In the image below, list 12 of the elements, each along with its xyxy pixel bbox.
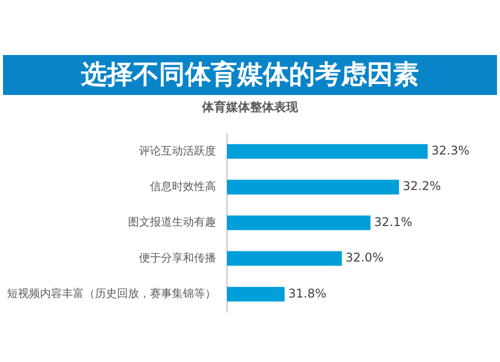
chart-title: 选择不同体育媒体的考虑因素 bbox=[3, 55, 497, 95]
data-label: 32.0% bbox=[346, 250, 384, 265]
y-tick-label: 图文报道生动有趣 bbox=[128, 216, 216, 229]
y-tick-label: 便于分享和传播 bbox=[139, 251, 216, 264]
y-tick-label: 短视频内容丰富（历史回放，赛事集锦等） bbox=[7, 287, 216, 300]
data-label: 31.8% bbox=[288, 286, 326, 300]
data-label: 32.3% bbox=[431, 144, 470, 158]
y-tick-label: 评论互动活跃度 bbox=[139, 144, 216, 158]
y-tick-label: 信息时效性高 bbox=[150, 180, 216, 193]
chart-subtitle: 体育媒体整体表现 bbox=[200, 99, 299, 116]
data-label: 32.2% bbox=[402, 179, 441, 194]
data-label: 32.1% bbox=[374, 214, 412, 229]
